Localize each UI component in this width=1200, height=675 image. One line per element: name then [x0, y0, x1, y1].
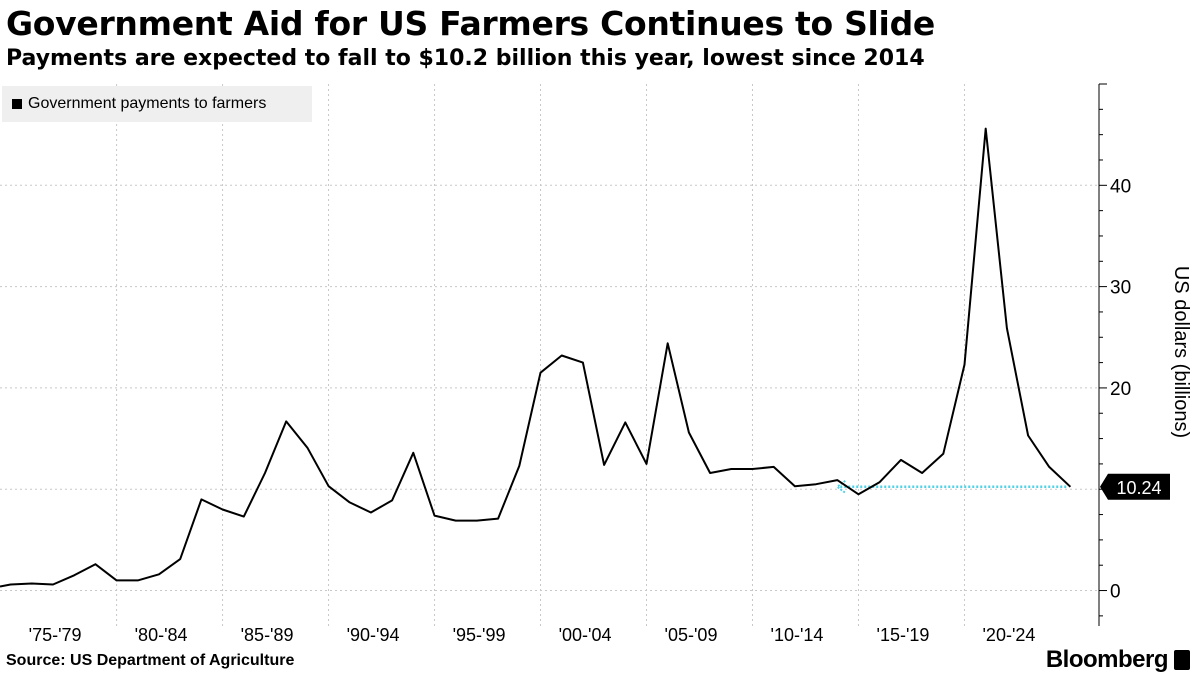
- x-tick-label: '10-'14: [771, 625, 824, 645]
- gridlines: [0, 84, 1098, 626]
- legend-label: Government payments to farmers: [28, 95, 267, 112]
- legend: Government payments to farmers: [2, 86, 312, 122]
- brand-name: Bloomberg: [1045, 646, 1169, 673]
- x-tick-label: '85-'89: [241, 625, 294, 645]
- end-label-text: 10.24: [1116, 478, 1161, 498]
- annotation: [835, 480, 1067, 494]
- x-tick-label: '95-'99: [453, 625, 506, 645]
- chart-title: Government Aid for US Farmers Continues …: [6, 4, 935, 43]
- x-tick-label: '20-'24: [983, 625, 1036, 645]
- end-label-box: [1100, 473, 1170, 500]
- y-tick-label: 0: [1110, 582, 1121, 603]
- y-tick-label: 30: [1110, 278, 1131, 299]
- chart-subtitle: Payments are expected to fall to $10.2 b…: [6, 46, 925, 71]
- x-tick-label: '05-'09: [665, 625, 718, 645]
- series-line: [0, 127, 1072, 588]
- x-tick-label: '90-'94: [347, 625, 400, 645]
- x-tick-label: '00-'04: [559, 625, 612, 645]
- x-tick-label: '75-'79: [29, 625, 82, 645]
- brand-logo: Bloomberg: [1046, 646, 1190, 674]
- legend-swatch: [12, 99, 22, 109]
- y-tick-label: 40: [1110, 176, 1131, 197]
- series-lines: [0, 127, 1072, 588]
- x-tick-label: '80-'84: [135, 625, 188, 645]
- y-axis: 0 20 30 40: [1098, 83, 1131, 626]
- source-note: Source: US Department of Agriculture: [6, 652, 295, 669]
- x-axis: '75-'79 '80-'84 '85-'89 '90-'94 '95-'99 '00-'…: [29, 625, 1036, 645]
- y-axis-label: US dollars (billions): [1170, 266, 1192, 438]
- y-tick-label: 20: [1110, 379, 1131, 400]
- bloomberg-terminal-icon: [1174, 650, 1190, 670]
- x-tick-label: '15-'19: [877, 625, 930, 645]
- end-label: 10.24: [1100, 473, 1170, 500]
